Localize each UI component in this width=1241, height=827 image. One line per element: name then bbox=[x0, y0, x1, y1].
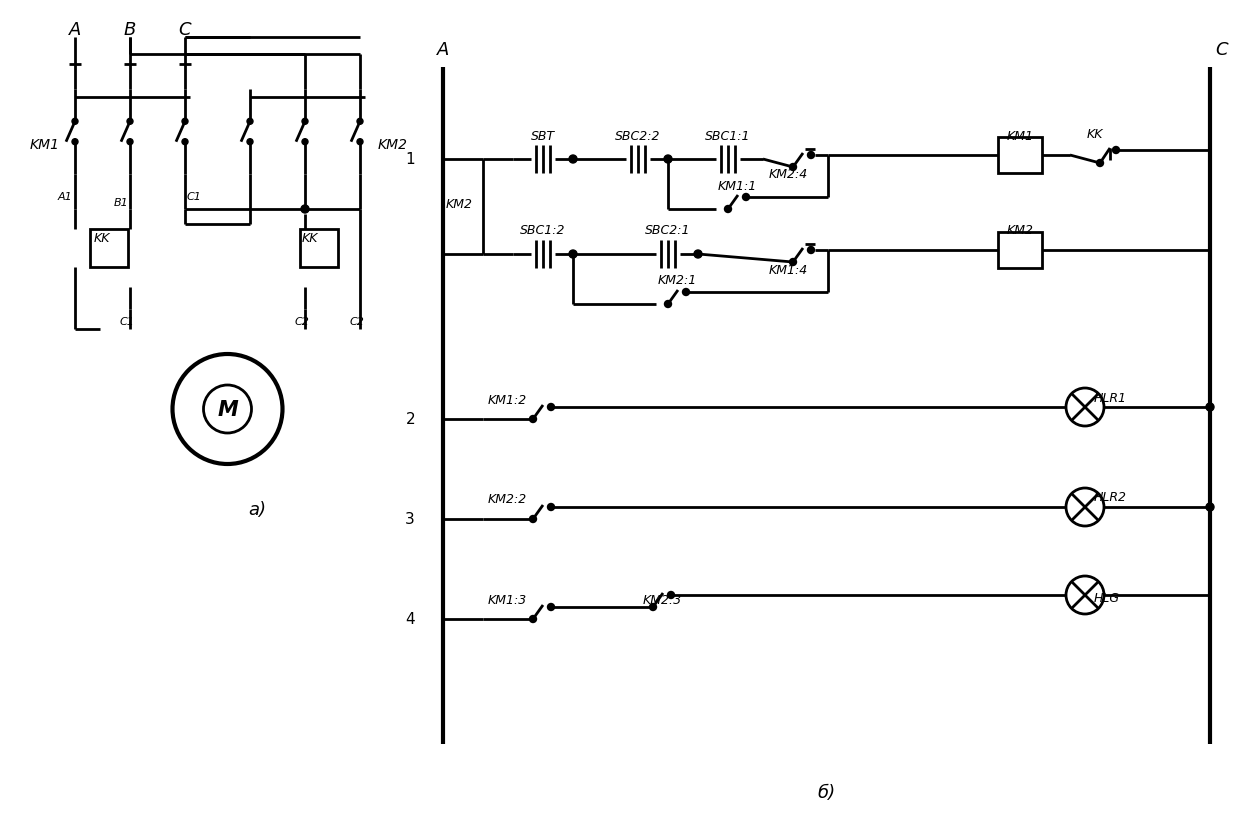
Circle shape bbox=[72, 140, 78, 146]
Circle shape bbox=[247, 119, 253, 125]
Bar bbox=[300, 230, 338, 268]
Circle shape bbox=[547, 504, 555, 511]
Circle shape bbox=[1206, 504, 1214, 511]
Bar bbox=[91, 230, 128, 268]
Circle shape bbox=[808, 152, 814, 160]
Text: 1: 1 bbox=[406, 152, 414, 167]
Circle shape bbox=[664, 155, 671, 164]
Text: A: A bbox=[437, 41, 449, 59]
Text: SBT: SBT bbox=[531, 129, 555, 142]
Circle shape bbox=[172, 355, 283, 465]
Circle shape bbox=[668, 592, 675, 599]
Text: B: B bbox=[124, 21, 137, 39]
Text: C2: C2 bbox=[294, 317, 309, 327]
Text: SBC2:1: SBC2:1 bbox=[645, 224, 691, 237]
Circle shape bbox=[694, 251, 702, 259]
Text: 2: 2 bbox=[406, 412, 414, 427]
Text: SBC2:2: SBC2:2 bbox=[616, 129, 660, 142]
Text: C1: C1 bbox=[187, 192, 202, 202]
Circle shape bbox=[182, 119, 187, 125]
Circle shape bbox=[1066, 389, 1104, 427]
Text: C: C bbox=[179, 21, 191, 39]
Text: KM2: KM2 bbox=[446, 198, 473, 211]
Text: KM2: KM2 bbox=[1006, 224, 1034, 237]
Circle shape bbox=[1066, 576, 1104, 614]
Text: KM2:2: KM2:2 bbox=[488, 493, 527, 506]
Text: 4: 4 bbox=[406, 612, 414, 627]
Circle shape bbox=[547, 604, 555, 611]
Text: KM1:2: KM1:2 bbox=[488, 393, 527, 406]
Circle shape bbox=[1066, 489, 1104, 526]
Text: SBC1:2: SBC1:2 bbox=[520, 224, 566, 237]
Circle shape bbox=[302, 119, 308, 125]
Text: C1: C1 bbox=[119, 317, 134, 327]
Circle shape bbox=[1206, 404, 1214, 412]
Circle shape bbox=[204, 385, 252, 433]
Circle shape bbox=[808, 247, 814, 254]
Text: M: M bbox=[217, 399, 238, 419]
Bar bbox=[998, 232, 1042, 269]
Circle shape bbox=[789, 259, 797, 266]
Text: KM1:3: KM1:3 bbox=[488, 593, 527, 605]
Circle shape bbox=[357, 140, 364, 146]
Circle shape bbox=[1112, 147, 1119, 155]
Circle shape bbox=[530, 416, 536, 423]
Circle shape bbox=[547, 404, 555, 411]
Text: KM1: KM1 bbox=[30, 138, 60, 152]
Circle shape bbox=[72, 119, 78, 125]
Text: KM1:1: KM1:1 bbox=[717, 179, 757, 192]
Circle shape bbox=[725, 206, 731, 213]
Text: B1: B1 bbox=[113, 198, 128, 208]
Circle shape bbox=[357, 119, 364, 125]
Circle shape bbox=[570, 251, 577, 259]
Circle shape bbox=[742, 194, 750, 201]
Text: KM1:4: KM1:4 bbox=[768, 263, 808, 276]
Circle shape bbox=[530, 616, 536, 623]
Text: KM2:1: KM2:1 bbox=[658, 275, 696, 287]
Text: KM2: KM2 bbox=[379, 138, 408, 152]
Text: 3: 3 bbox=[406, 512, 414, 527]
Text: KK: KK bbox=[1087, 127, 1103, 141]
Text: б): б) bbox=[818, 783, 835, 801]
Circle shape bbox=[683, 289, 690, 296]
Bar bbox=[998, 138, 1042, 174]
Text: HLR1: HLR1 bbox=[1093, 391, 1127, 404]
Circle shape bbox=[302, 140, 308, 146]
Text: KM1: KM1 bbox=[1006, 129, 1034, 142]
Circle shape bbox=[127, 140, 133, 146]
Text: KK: KK bbox=[94, 232, 110, 244]
Circle shape bbox=[530, 516, 536, 523]
Circle shape bbox=[302, 206, 309, 213]
Text: а): а) bbox=[248, 500, 267, 519]
Circle shape bbox=[649, 604, 656, 611]
Circle shape bbox=[789, 165, 797, 171]
Text: SBC1:1: SBC1:1 bbox=[705, 129, 751, 142]
Circle shape bbox=[1097, 160, 1103, 167]
Text: A: A bbox=[68, 21, 81, 39]
Text: KK: KK bbox=[302, 232, 318, 244]
Text: C2: C2 bbox=[350, 317, 365, 327]
Circle shape bbox=[570, 155, 577, 164]
Circle shape bbox=[127, 119, 133, 125]
Text: KM2:3: KM2:3 bbox=[643, 593, 681, 605]
Text: HLG: HLG bbox=[1095, 590, 1119, 604]
Text: HLR2: HLR2 bbox=[1093, 491, 1127, 504]
Text: C: C bbox=[1216, 41, 1229, 59]
Text: KM2:4: KM2:4 bbox=[768, 169, 808, 181]
Circle shape bbox=[182, 140, 187, 146]
Text: A1: A1 bbox=[57, 192, 72, 202]
Circle shape bbox=[664, 301, 671, 308]
Circle shape bbox=[247, 140, 253, 146]
